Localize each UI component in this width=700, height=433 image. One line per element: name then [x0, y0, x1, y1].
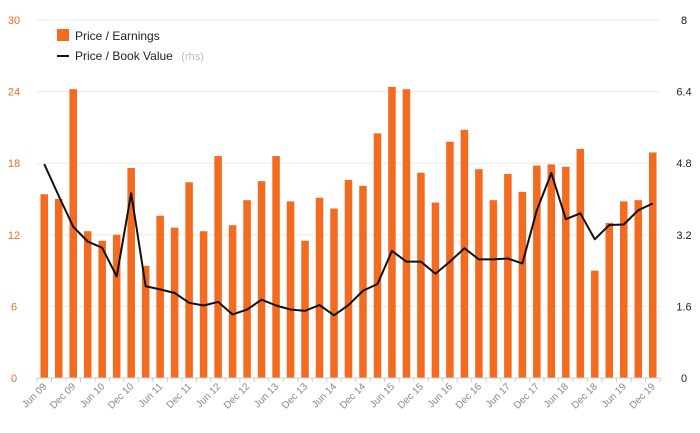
x-tick-label: Jun 14	[310, 381, 339, 410]
pe-bar	[156, 215, 164, 378]
pe-bar	[315, 197, 324, 378]
y-right-tick-label: 8	[681, 15, 687, 27]
x-tick-label: Jun 19	[600, 381, 629, 410]
pe-bar	[518, 191, 527, 378]
legend-label-pb-group: Price / Book Value (rhs)	[75, 47, 204, 64]
x-tick-label: Dec 14	[338, 381, 368, 411]
pe-bar	[475, 169, 483, 378]
x-tick-label: Dec 15	[396, 381, 426, 411]
pe-bar	[417, 172, 425, 378]
pe-bar	[228, 225, 237, 378]
pe-bar	[620, 201, 628, 378]
pe-bar	[648, 152, 657, 378]
pe-bar	[127, 167, 135, 378]
x-tick-label: Jun 12	[194, 381, 223, 410]
pe-bar	[605, 222, 614, 378]
pe-bar	[286, 201, 295, 378]
pe-bar	[112, 234, 121, 378]
x-tick-label: Jun 10	[78, 381, 107, 410]
legend: Price / Earnings Price / Book Value (rhs…	[57, 29, 204, 64]
pe-bar	[634, 200, 643, 378]
pe-bar	[591, 270, 599, 378]
pe-bar	[489, 200, 498, 378]
y-left-tick-label: 12	[8, 230, 20, 242]
y-right-tick-label: 0	[681, 373, 687, 385]
pe-bar	[388, 86, 396, 378]
pe-bar	[460, 129, 469, 378]
x-tick-label: Jun 15	[368, 381, 397, 410]
pe-bar	[40, 194, 49, 378]
pe-bars	[40, 86, 657, 379]
pe-bar	[576, 148, 585, 378]
pe-bar	[257, 181, 266, 378]
x-tick-label: Dec 17	[512, 381, 542, 411]
y-left-tick-label: 0	[11, 373, 17, 385]
pe-bar	[301, 240, 309, 378]
pe-bar	[272, 156, 280, 378]
pe-bar	[243, 200, 251, 378]
legend-label-pe: Price / Earnings	[75, 29, 160, 43]
x-tick-label: Dec 16	[454, 381, 484, 411]
pe-bar	[185, 182, 193, 378]
legend-swatch-pe	[57, 29, 69, 41]
pe-bar	[504, 173, 512, 378]
pb-line	[43, 163, 654, 317]
pe-bar	[141, 265, 150, 378]
pe-bar	[69, 89, 77, 379]
x-tick-label: Jun 16	[426, 381, 455, 410]
y-left-tick-label: 24	[8, 87, 20, 99]
x-tick-label: Dec 10	[106, 381, 136, 411]
y-left-tick-label: 30	[8, 15, 20, 27]
pe-bar	[533, 165, 541, 378]
x-tick-label: Dec 12	[222, 381, 252, 411]
pe-bar	[83, 231, 92, 378]
y-right-tick-label: 1.6	[676, 301, 691, 313]
pe-bar	[562, 166, 570, 378]
pe-bar	[402, 89, 411, 379]
y-right-tick-label: 4.8	[676, 158, 691, 170]
pe-bar	[446, 141, 454, 378]
x-tick-label: Dec 19	[628, 381, 658, 411]
right-axis: 0 1.6 3.2 4.8 6.4 8	[676, 15, 691, 385]
pe-bar	[54, 199, 63, 378]
pe-bar	[431, 202, 440, 378]
x-tick-label: Dec 11	[165, 381, 195, 411]
left-axis: 0 6 12 18 24 30	[8, 15, 20, 385]
x-tick-label: Dec 13	[280, 381, 310, 411]
x-tick-label: Jun 17	[484, 381, 513, 410]
y-left-tick-label: 18	[8, 158, 20, 170]
x-tick-label: Jun 09	[20, 381, 49, 410]
x-tick-label: Dec 09	[48, 381, 78, 411]
y-left-tick-label: 6	[11, 301, 17, 313]
x-tick-label: Dec 18	[570, 381, 600, 411]
pe-bar	[547, 164, 556, 378]
pe-bar	[98, 240, 106, 378]
pe-bar	[344, 179, 353, 378]
x-tick-label: Jun 18	[542, 381, 571, 410]
legend-label-pb-note: (rhs)	[181, 51, 204, 63]
pe-bar	[170, 227, 179, 378]
pe-bar	[214, 156, 222, 378]
pe-bar	[359, 185, 367, 378]
y-right-tick-label: 3.2	[676, 230, 691, 242]
legend-label-pb: Price / Book Value	[75, 49, 173, 63]
pe-bar	[373, 133, 382, 378]
y-right-tick-label: 6.4	[676, 87, 691, 99]
pe-bar	[330, 208, 338, 378]
x-tick-label: Jun 11	[137, 381, 166, 410]
x-tick-label: Jun 13	[252, 381, 281, 410]
pb-line-path	[43, 163, 654, 317]
